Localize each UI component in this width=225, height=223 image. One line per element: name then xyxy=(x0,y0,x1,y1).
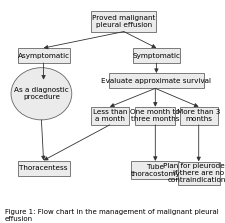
FancyBboxPatch shape xyxy=(108,73,203,88)
FancyBboxPatch shape xyxy=(131,161,178,179)
Text: Asymptomatic: Asymptomatic xyxy=(17,53,69,59)
Text: Symptomatic: Symptomatic xyxy=(132,53,180,59)
FancyBboxPatch shape xyxy=(18,161,69,176)
Text: Figure 1: Flow chart in the management of malignant pleural effusion: Figure 1: Flow chart in the management o… xyxy=(4,209,217,222)
FancyBboxPatch shape xyxy=(135,107,175,125)
Text: Thoracentess: Thoracentess xyxy=(19,165,68,171)
FancyBboxPatch shape xyxy=(91,12,156,32)
Text: As a diagnostic
procedure: As a diagnostic procedure xyxy=(14,87,68,100)
Text: Less than
a month: Less than a month xyxy=(92,109,126,122)
FancyBboxPatch shape xyxy=(177,161,219,185)
Text: Evaluate approximate survival: Evaluate approximate survival xyxy=(101,78,210,84)
Text: Plan for pleurodesis
if there are no
contraindications: Plan for pleurodesis if there are no con… xyxy=(162,163,225,183)
Text: One month to
three months: One month to three months xyxy=(130,109,179,122)
FancyBboxPatch shape xyxy=(132,48,180,63)
FancyBboxPatch shape xyxy=(90,107,128,125)
Text: Tube
thoracostomy: Tube thoracostomy xyxy=(130,163,179,177)
Ellipse shape xyxy=(11,68,72,120)
Text: Proved malignant
pleural effusion: Proved malignant pleural effusion xyxy=(92,15,155,28)
FancyBboxPatch shape xyxy=(18,48,69,63)
FancyBboxPatch shape xyxy=(179,107,217,125)
Text: More than 3
months: More than 3 months xyxy=(176,109,219,122)
